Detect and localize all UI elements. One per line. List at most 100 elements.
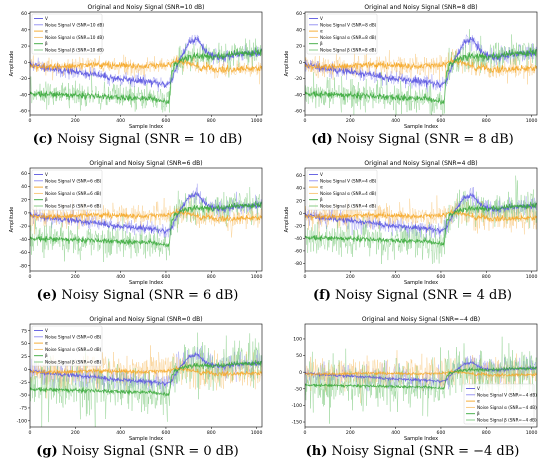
series-group <box>305 29 537 115</box>
y-tick-label: -75 <box>19 406 27 412</box>
y-tick-label: -60 <box>19 109 27 115</box>
x-tick-label: 400 <box>391 430 400 436</box>
caption-text: Noisy Signal (SNR = 6 dB) <box>61 288 239 303</box>
y-tick-label: -60 <box>19 250 27 256</box>
y-tick-label: -40 <box>19 92 27 98</box>
y-tick-label: 0 <box>299 60 302 66</box>
legend-entry: α <box>320 185 323 190</box>
chart-panel-e: Original and Noisy Signal (SNR=6 dB) -80 -… <box>0 156 275 311</box>
series-line-noisy-beta <box>30 187 262 263</box>
chart-panel-d: Original and Noisy Signal (SNR=8 dB) -60 -… <box>275 0 550 155</box>
x-tick-label: 400 <box>116 430 125 436</box>
y-axis-label: Amplitude <box>284 207 290 233</box>
x-tick-label: 800 <box>482 430 491 436</box>
series-line-original-alpha <box>30 57 262 74</box>
y-tick-label: 60 <box>21 171 27 177</box>
y-tick-label: -20 <box>294 76 302 82</box>
chart-svg: Original and Noisy Signal (SNR=6 dB) -80 -… <box>9 160 263 286</box>
panel-caption: (g) Noisy Signal (SNR = 0 dB) <box>0 444 275 459</box>
chart-title: Original and Noisy Signal (SNR=4 dB) <box>364 160 477 167</box>
legend-entry: V <box>320 172 323 177</box>
series-line-original-beta <box>30 200 262 248</box>
chart-svg: Original and Noisy Signal (SNR=−4 dB) -15… <box>292 316 538 442</box>
y-tick-label: -60 <box>294 249 302 255</box>
y-tick-label: 40 <box>296 186 302 192</box>
caption-letter: (c) <box>32 132 53 147</box>
y-tick-label: -25 <box>19 380 27 386</box>
chart-panel-g: Original and Noisy Signal (SNR=0 dB) -100… <box>0 312 275 467</box>
legend-box <box>463 383 535 425</box>
legend-entry: Noise Signal α (SNR=8 dB) <box>320 35 377 40</box>
x-tick-label: 1000 <box>251 274 263 280</box>
x-tick-label: 200 <box>71 274 80 280</box>
x-tick-label: 800 <box>482 118 491 124</box>
axes-frame <box>29 167 263 272</box>
legend-entry: α <box>477 399 480 404</box>
series-group <box>305 175 537 265</box>
y-tick-label: -80 <box>19 263 27 269</box>
axes-frame <box>29 11 263 116</box>
x-axis-label: Sample Index <box>129 124 163 130</box>
chart-svg: Original and Noisy Signal (SNR=8 dB) -60 -… <box>284 4 537 130</box>
caption-letter: (g) <box>36 444 58 459</box>
y-tick-label: 40 <box>296 27 302 33</box>
legend-entry: Noise Signal V (SNR=8 dB) <box>320 22 377 27</box>
caption-text: Noisy Signal (SNR = 0 dB) <box>61 444 239 459</box>
x-tick-label: 800 <box>207 274 216 280</box>
series-group <box>30 183 262 263</box>
legend-box <box>306 13 378 55</box>
chart-title: Original and Noisy Signal (SNR=−4 dB) <box>362 316 480 323</box>
series-line-original-beta <box>30 359 262 397</box>
x-tick-label: 1000 <box>526 430 538 436</box>
y-tick-label: 50 <box>21 341 27 347</box>
y-tick-label: 50 <box>296 353 302 359</box>
x-tick-label: 0 <box>304 118 307 124</box>
legend-entry: V <box>45 172 48 177</box>
legend-entry: V <box>320 16 323 21</box>
x-tick-label: 0 <box>304 430 307 436</box>
legend-entry: β <box>320 41 323 46</box>
series-line-original-alpha <box>305 209 537 222</box>
series-line-noisy-beta <box>305 336 537 424</box>
legend-entry: β <box>45 353 48 358</box>
y-tick-label: -20 <box>19 76 27 82</box>
y-tick-label: 0 <box>24 367 27 373</box>
x-tick-label: 800 <box>207 430 216 436</box>
axes-frame <box>29 323 263 428</box>
y-tick-label: 20 <box>21 197 27 203</box>
series-group <box>30 34 262 113</box>
x-tick-label: 800 <box>207 118 216 124</box>
y-tick-label: 0 <box>299 370 302 376</box>
axes-frame <box>304 167 538 272</box>
y-tick-label: 25 <box>21 354 27 360</box>
x-tick-label: 200 <box>346 118 355 124</box>
series-line-original-alpha <box>305 369 537 378</box>
y-tick-label: 100 <box>293 337 302 343</box>
x-tick-label: 0 <box>304 274 307 280</box>
x-axis-label: Sample Index <box>404 124 438 130</box>
legend-entry: V <box>477 386 480 391</box>
x-axis-label: Sample Index <box>404 280 438 286</box>
y-tick-label: -100 <box>17 418 28 424</box>
y-tick-label: -50 <box>294 386 302 392</box>
caption-text: Noisy Signal (SNR = 8 dB) <box>336 132 514 147</box>
legend-entry: Noise Signal V (SNR=4 dB) <box>320 178 377 183</box>
legend-box <box>31 325 103 367</box>
legend-entry: α <box>45 341 48 346</box>
y-tick-label: -40 <box>19 237 27 243</box>
series-line-original-beta <box>305 47 537 106</box>
series-line-original-alpha <box>305 57 537 74</box>
series-line-original-beta <box>305 201 537 247</box>
chart-panel-c: Original and Noisy Signal (SNR=10 dB) -60… <box>0 0 275 155</box>
series-line-original-beta <box>30 47 262 106</box>
caption-letter: (e) <box>36 288 58 303</box>
chart-svg: Original and Noisy Signal (SNR=4 dB) -80 -… <box>284 160 538 286</box>
y-tick-label: 20 <box>296 44 302 50</box>
caption-letter: (d) <box>311 132 333 147</box>
y-axis-label: Amplitude <box>9 51 15 77</box>
series-group <box>305 336 537 424</box>
y-tick-label: 40 <box>21 27 27 33</box>
